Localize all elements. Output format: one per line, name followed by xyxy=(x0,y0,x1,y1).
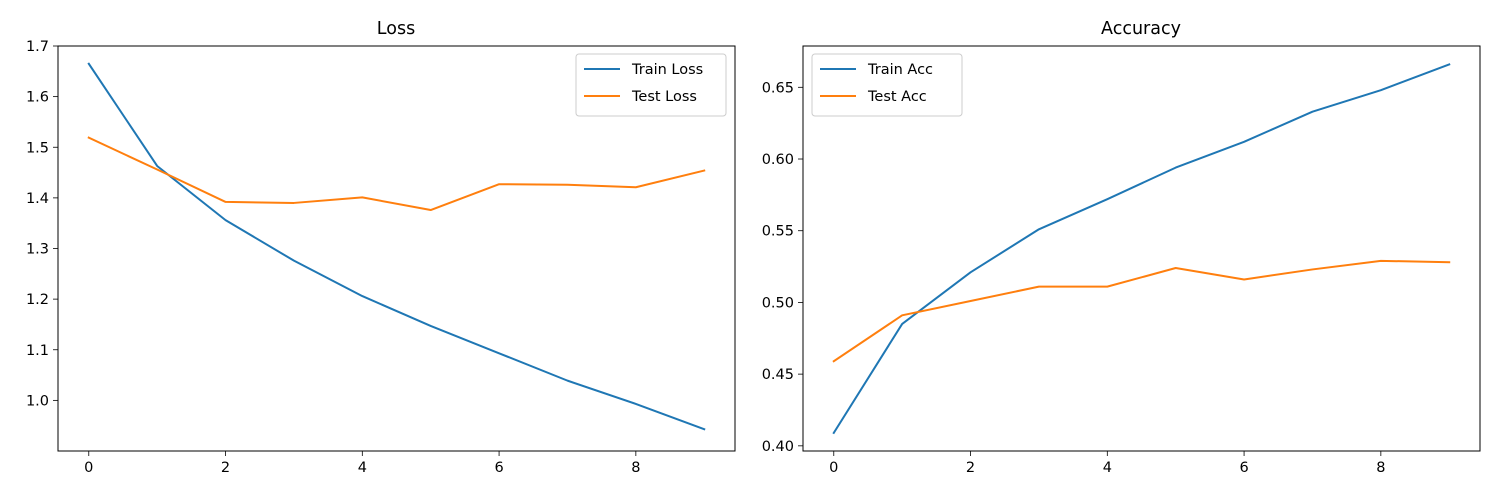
accuracy-chart-y-tick-label: 0.65 xyxy=(762,80,794,96)
loss-chart-series-test-loss-line xyxy=(87,136,706,212)
loss-chart-ticks: 0 2 4 6 8 1.0 1.1 1.2 1.3 1.4 1.5 1.6 1.7 xyxy=(26,39,641,476)
accuracy-chart-x-tick-label: 4 xyxy=(1103,460,1112,476)
loss-chart: Loss 0 2 4 6 8 1.0 1.1 1.2 1.3 1.4 1.5 1.6 1.7 Train… xyxy=(26,19,736,476)
loss-chart-title: Loss xyxy=(377,19,415,39)
accuracy-chart-y-tick-label: 0.45 xyxy=(762,367,794,383)
accuracy-chart-x-tick-label: 8 xyxy=(1376,460,1385,476)
accuracy-chart-ticks: 0 2 4 6 8 0.40 0.45 0.50 0.55 0.60 0.65 xyxy=(762,80,1386,476)
loss-chart-x-tick-label: 8 xyxy=(631,460,640,476)
loss-chart-x-tick-label: 6 xyxy=(494,460,503,476)
accuracy-chart-legend: Train Acc Test Acc xyxy=(811,53,963,117)
accuracy-chart-y-tick-label: 0.55 xyxy=(762,224,794,240)
accuracy-chart-legend-label-test-acc: Test Acc xyxy=(867,89,927,105)
accuracy-chart-x-tick-label: 0 xyxy=(829,460,838,476)
accuracy-chart-x-tick-label: 6 xyxy=(1239,460,1248,476)
loss-chart-plot-area xyxy=(87,62,706,431)
loss-chart-axes-frame xyxy=(57,45,736,452)
loss-chart-y-tick-label: 1.6 xyxy=(26,90,49,106)
accuracy-chart-y-tick-label: 0.60 xyxy=(762,152,794,168)
accuracy-chart: Accuracy 0 2 4 6 8 0.40 0.45 0.50 0.55 0.60 0.65 T… xyxy=(762,19,1481,476)
accuracy-chart-series-test-acc-line xyxy=(832,259,1451,363)
loss-chart-y-tick-label: 1.0 xyxy=(26,393,49,409)
loss-chart-legend-label-test-loss: Test Loss xyxy=(631,89,697,105)
loss-chart-x-tick-label: 4 xyxy=(358,460,367,476)
accuracy-chart-axes-frame xyxy=(802,45,1481,452)
loss-chart-series-train-loss-line xyxy=(87,62,706,431)
accuracy-chart-y-tick-label: 0.50 xyxy=(762,295,794,311)
accuracy-chart-plot-area xyxy=(832,63,1451,435)
loss-chart-y-tick-label: 1.4 xyxy=(26,191,49,207)
accuracy-chart-x-tick-label: 2 xyxy=(966,460,975,476)
loss-chart-legend-label-train-loss: Train Loss xyxy=(631,62,703,78)
loss-chart-legend: Train Loss Test Loss xyxy=(575,53,727,117)
accuracy-chart-legend-label-train-acc: Train Acc xyxy=(867,62,933,78)
accuracy-chart-y-tick-label: 0.40 xyxy=(762,439,794,455)
loss-chart-y-tick-label: 1.5 xyxy=(26,140,49,156)
accuracy-chart-title: Accuracy xyxy=(1101,19,1181,39)
loss-chart-x-tick-label: 0 xyxy=(84,460,93,476)
loss-chart-y-tick-label: 1.3 xyxy=(26,242,49,258)
loss-chart-y-tick-label: 1.7 xyxy=(26,39,49,55)
loss-chart-y-tick-label: 1.2 xyxy=(26,292,49,308)
loss-chart-y-tick-label: 1.1 xyxy=(26,343,49,359)
accuracy-chart-series-train-acc-line xyxy=(832,63,1451,435)
loss-chart-x-tick-label: 2 xyxy=(221,460,230,476)
